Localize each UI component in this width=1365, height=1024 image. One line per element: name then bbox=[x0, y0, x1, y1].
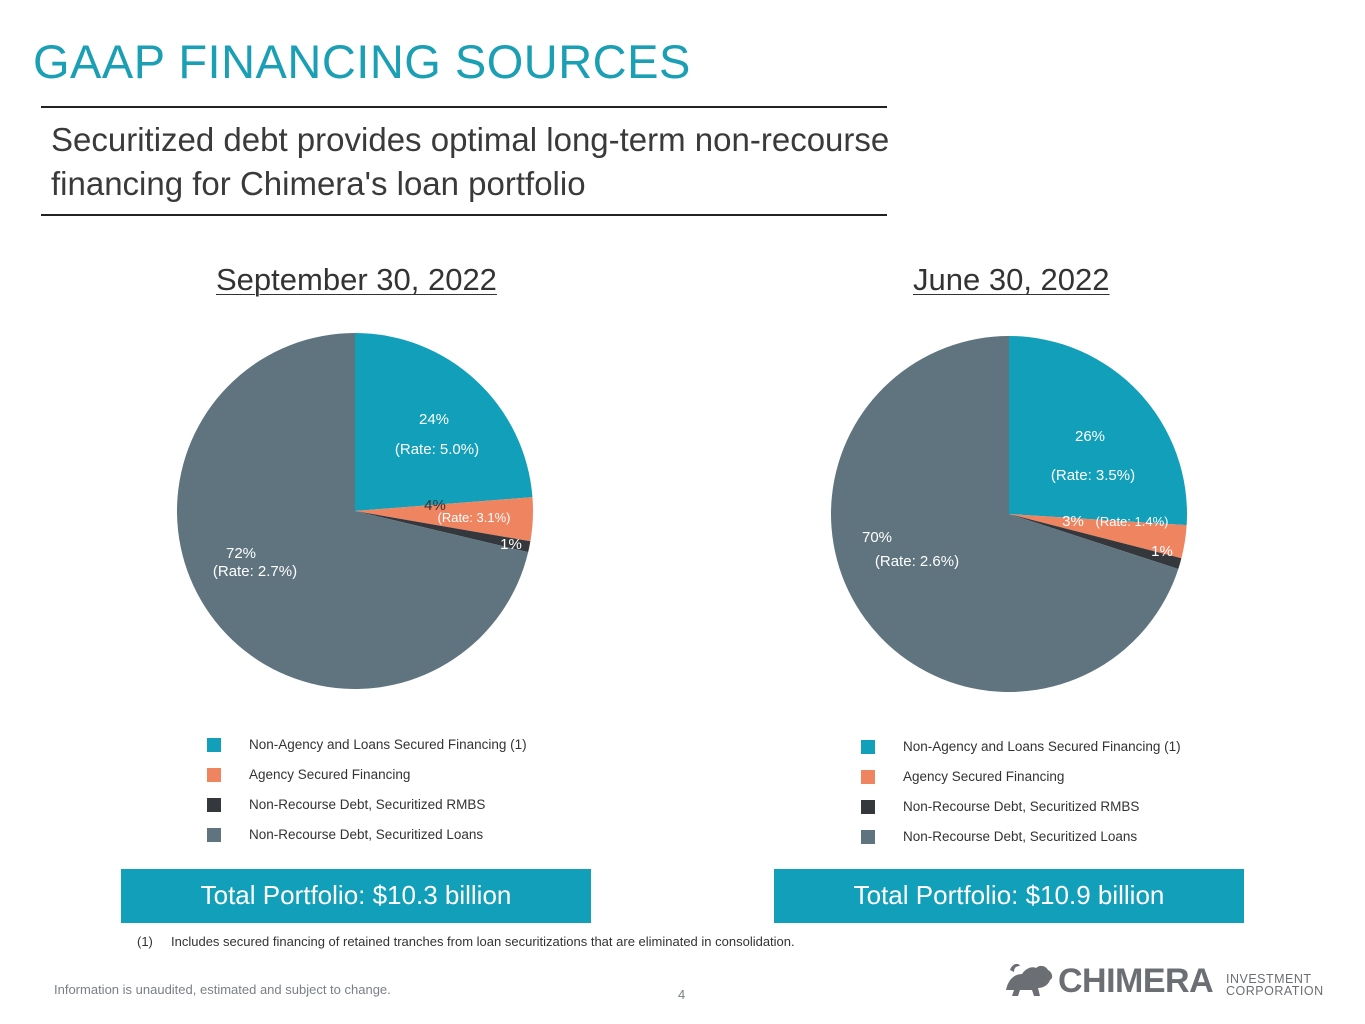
legend-label: Agency Secured Financing bbox=[249, 767, 411, 782]
legend-label: Non-Recourse Debt, Securitized RMBS bbox=[903, 799, 1140, 814]
slice-rate-label: (Rate: 1.4%) bbox=[1096, 514, 1169, 529]
slice-value-label: 24% bbox=[419, 411, 449, 428]
chimera-logo: CHIMERA INVESTMENT CORPORATION bbox=[1002, 960, 1342, 1002]
legend-swatch bbox=[861, 770, 875, 784]
legend-label: Non-Recourse Debt, Securitized Loans bbox=[249, 827, 484, 842]
pie-slice-agency-secured-financing bbox=[1009, 514, 1187, 559]
slice-value-label: 4% bbox=[424, 497, 446, 514]
legend-swatch bbox=[207, 768, 221, 782]
slice-value-label: 72% bbox=[226, 545, 256, 562]
slice-value-label: 3% bbox=[1062, 513, 1084, 530]
pie-slice-non-agency-and-loans-secured-financing bbox=[355, 333, 533, 511]
disclaimer-text: Information is unaudited, estimated and … bbox=[54, 982, 391, 997]
slice-value-label: 26% bbox=[1075, 428, 1105, 445]
logo-subtext: INVESTMENT CORPORATION bbox=[1226, 972, 1324, 998]
pie-slice-agency-secured-financing bbox=[355, 497, 533, 542]
chimera-creature-icon bbox=[1006, 963, 1053, 996]
page-title: GAAP FINANCING SOURCES bbox=[33, 35, 691, 88]
pie-chart-jun-2022: 26% 3% 1% 70% (Rate: 3.5%) (Rate: 1.4%) (Rate:… bbox=[831, 336, 1187, 692]
chart-title-sep-2022: September 30, 2022 bbox=[216, 262, 497, 297]
subtitle-line-2: financing for Chimera's loan portfolio bbox=[51, 165, 586, 202]
legend-label: Non-Agency and Loans Secured Financing (… bbox=[249, 737, 527, 752]
page-number: 4 bbox=[678, 987, 686, 1002]
legend-label: Non-Recourse Debt, Securitized RMBS bbox=[249, 797, 486, 812]
total-portfolio-jun-2022: Total Portfolio: $10.9 billion bbox=[774, 869, 1244, 923]
legend-label: Non-Recourse Debt, Securitized Loans bbox=[903, 829, 1138, 844]
chart-title-jun-2022: June 30, 2022 bbox=[913, 262, 1110, 297]
pie-slice-non-agency-and-loans-secured-financing bbox=[1009, 336, 1187, 526]
slice-rate-label: (Rate: 3.1%) bbox=[438, 510, 511, 525]
slice-rate-label: (Rate: 2.6%) bbox=[875, 553, 959, 570]
slice-rate-label: (Rate: 3.5%) bbox=[1051, 467, 1135, 484]
subtitle-line-1: Securitized debt provides optimal long-t… bbox=[51, 121, 890, 158]
slice-value-label: 1% bbox=[1151, 543, 1173, 560]
logo-subtext-line-1: INVESTMENT bbox=[1226, 972, 1312, 986]
legend-swatch bbox=[207, 828, 221, 842]
page-subtitle: Securitized debt provides optimal long-t… bbox=[51, 118, 971, 206]
bottom-divider bbox=[41, 214, 887, 216]
legend-swatch bbox=[861, 800, 875, 814]
top-divider bbox=[41, 106, 887, 108]
legend-swatch bbox=[861, 740, 875, 754]
pie-slice-non-recourse-debt-securitized-rmbs bbox=[355, 511, 531, 553]
legend-swatch bbox=[207, 738, 221, 752]
pie-slice-non-recourse-debt-securitized-loans bbox=[831, 336, 1179, 692]
pie-slice-non-recourse-debt-securitized-loans bbox=[177, 333, 529, 689]
total-portfolio-sep-2022: Total Portfolio: $10.3 billion bbox=[121, 869, 591, 923]
footnote-text: Includes secured financing of retained t… bbox=[171, 934, 795, 949]
footnote-number: (1) bbox=[137, 934, 153, 949]
legend-label: Agency Secured Financing bbox=[903, 769, 1065, 784]
legend-swatch bbox=[207, 798, 221, 812]
logo-subtext-line-2: CORPORATION bbox=[1226, 984, 1324, 998]
legend-label: Non-Agency and Loans Secured Financing (… bbox=[903, 739, 1181, 754]
pie-slice-non-recourse-debt-securitized-rmbs bbox=[1009, 514, 1182, 570]
slice-value-label: 1% bbox=[500, 536, 522, 553]
legend-swatch bbox=[861, 830, 875, 844]
slice-rate-label: (Rate: 2.7%) bbox=[213, 563, 297, 580]
slice-value-label: 70% bbox=[862, 529, 892, 546]
pie-chart-sep-2022: 24% 4% 1% 72% (Rate: 5.0%) (Rate: 3.1%) (Rate:… bbox=[177, 333, 533, 689]
slice-rate-label: (Rate: 5.0%) bbox=[395, 441, 479, 458]
footnote: (1) Includes secured financing of retaine… bbox=[137, 934, 795, 949]
logo-wordmark: CHIMERA bbox=[1058, 962, 1214, 1000]
